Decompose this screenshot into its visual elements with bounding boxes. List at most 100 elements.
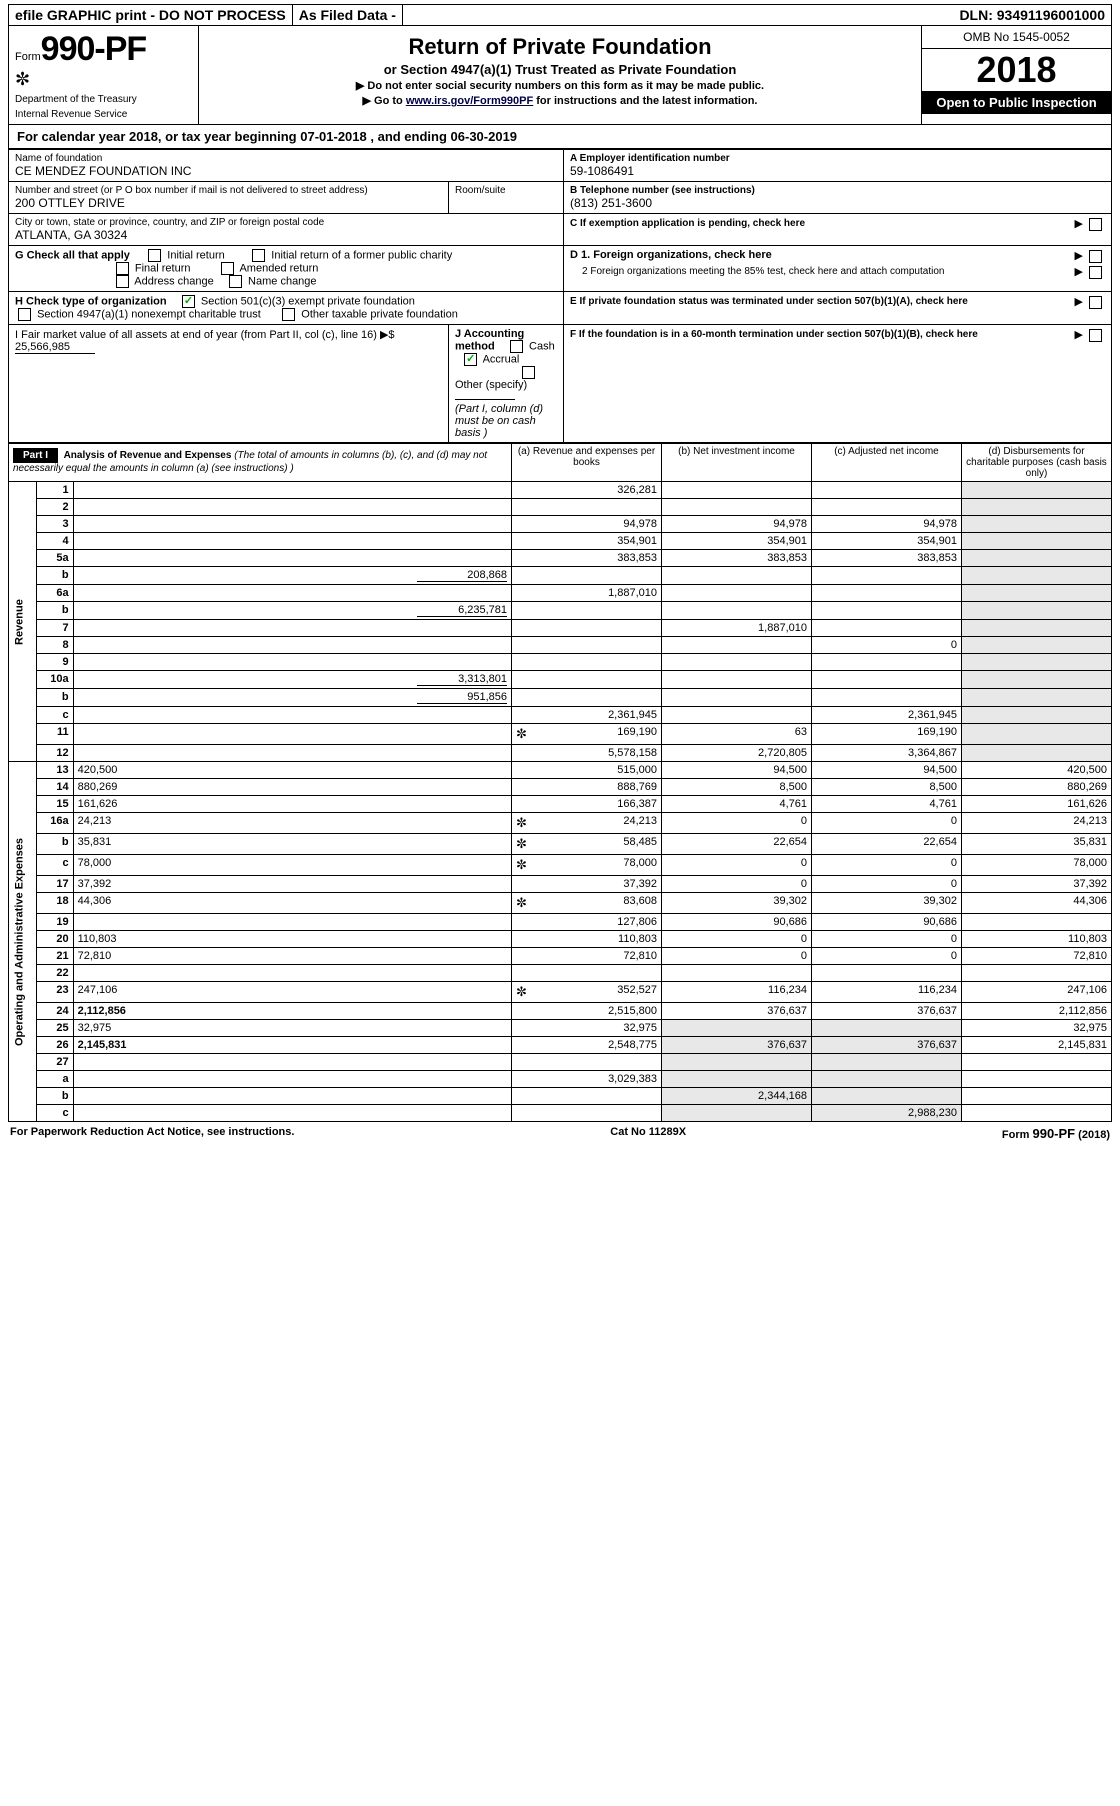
- box-e: E If private foundation status was termi…: [570, 296, 1025, 307]
- row-number: 24: [36, 1003, 73, 1020]
- chk-amended[interactable]: [221, 262, 234, 275]
- row-desc: 420,500: [73, 762, 511, 779]
- cell-d: [961, 914, 1111, 931]
- part1-heading: Analysis of Revenue and Expenses: [64, 450, 232, 461]
- attachment-icon[interactable]: ✼: [516, 895, 527, 911]
- table-row: 1737,39237,3920037,392: [9, 876, 1112, 893]
- row-number: b: [36, 834, 73, 855]
- chk-address-change[interactable]: [116, 275, 129, 288]
- cell-c: [811, 585, 961, 602]
- row-number: 1: [36, 482, 73, 499]
- ein-label: A Employer identification number: [570, 153, 1105, 164]
- inline-value: 3,313,801: [417, 673, 507, 686]
- box-c-checkbox[interactable]: [1089, 218, 1102, 231]
- attachment-icon[interactable]: ✼: [516, 836, 527, 852]
- row-number: 13: [36, 762, 73, 779]
- row-desc: [73, 637, 511, 654]
- row-number: b: [36, 689, 73, 707]
- cell-d: 247,106: [961, 982, 1111, 1003]
- cell-b: [662, 1071, 812, 1088]
- cell-d: 110,803: [961, 931, 1111, 948]
- cell-b: 22,654: [662, 834, 812, 855]
- calendar-year-line: For calendar year 2018, or tax year begi…: [8, 125, 1112, 149]
- tel-value: (813) 251-3600: [570, 196, 1105, 210]
- expenses-section-label: Operating and Administrative Expenses: [9, 762, 37, 1122]
- cell-c: [811, 1088, 961, 1105]
- cell-c: 383,853: [811, 550, 961, 567]
- cell-d: 420,500: [961, 762, 1111, 779]
- chk-other-method[interactable]: [522, 366, 535, 379]
- table-row: 2532,97532,97532,975: [9, 1020, 1112, 1037]
- chk-d1[interactable]: [1089, 250, 1102, 263]
- cell-c: 0: [811, 855, 961, 876]
- row-number: b: [36, 602, 73, 620]
- row-desc: [73, 620, 511, 637]
- table-row: 2172,81072,8100072,810: [9, 948, 1112, 965]
- table-row: 125,578,1582,720,8053,364,867: [9, 745, 1112, 762]
- row-number: c: [36, 1105, 73, 1122]
- chk-initial-former[interactable]: [252, 249, 265, 262]
- cell-c: 376,637: [811, 1037, 961, 1054]
- cell-b: 0: [662, 876, 812, 893]
- cell-b: 4,761: [662, 796, 812, 813]
- cell-b: 0: [662, 948, 812, 965]
- note-link: ▶ Go to www.irs.gov/Form990PF for instru…: [205, 94, 915, 107]
- header-left: Form990-PF ✼ Department of the Treasury …: [9, 26, 199, 124]
- cell-b: 376,637: [662, 1037, 812, 1054]
- cell-c: [811, 1071, 961, 1088]
- cell-b: [662, 1054, 812, 1071]
- row-number: 10a: [36, 671, 73, 689]
- attachment-icon[interactable]: ✼: [516, 815, 527, 831]
- chk-cash[interactable]: [510, 340, 523, 353]
- row-desc: 78,000: [73, 855, 511, 876]
- row-number: 9: [36, 654, 73, 671]
- attachment-icon[interactable]: ✼: [516, 726, 527, 742]
- chk-4947[interactable]: [18, 308, 31, 321]
- cell-b: 354,901: [662, 533, 812, 550]
- row-number: 17: [36, 876, 73, 893]
- chk-other-taxable[interactable]: [282, 308, 295, 321]
- table-row: 71,887,010: [9, 620, 1112, 637]
- row-number: c: [36, 855, 73, 876]
- attachment-icon[interactable]: ✼: [516, 984, 527, 1000]
- col-a-header: (a) Revenue and expenses per books: [512, 444, 662, 482]
- cell-d: [961, 499, 1111, 516]
- table-row: 14880,269888,7698,5008,500880,269: [9, 779, 1112, 796]
- chk-accrual[interactable]: [464, 353, 477, 366]
- cell-d: 2,112,856: [961, 1003, 1111, 1020]
- irs-link[interactable]: www.irs.gov/Form990PF: [406, 95, 533, 107]
- col-d-header: (d) Disbursements for charitable purpose…: [961, 444, 1111, 482]
- row-desc: 35,831: [73, 834, 511, 855]
- cell-c: 169,190: [811, 724, 961, 745]
- chk-e[interactable]: [1089, 296, 1102, 309]
- cell-c: 90,686: [811, 914, 961, 931]
- chk-initial-return[interactable]: [148, 249, 161, 262]
- row-number: 5a: [36, 550, 73, 567]
- row-desc: 6,235,781: [73, 602, 511, 620]
- chk-d2[interactable]: [1089, 266, 1102, 279]
- chk-name-change[interactable]: [229, 275, 242, 288]
- table-row: 6a1,887,010: [9, 585, 1112, 602]
- tel-label: B Telephone number (see instructions): [570, 185, 1105, 196]
- table-row: 10a 3,313,801: [9, 671, 1112, 689]
- cell-a: 1,887,010: [512, 585, 662, 602]
- revenue-section-label: Revenue: [9, 482, 37, 762]
- chk-final-return[interactable]: [116, 262, 129, 275]
- cell-c: [811, 602, 961, 620]
- cell-a: 383,853: [512, 550, 662, 567]
- cell-b: 94,978: [662, 516, 812, 533]
- cell-c: [811, 1020, 961, 1037]
- foundation-name: CE MENDEZ FOUNDATION INC: [15, 164, 557, 178]
- cell-b: 90,686: [662, 914, 812, 931]
- row-desc: [73, 533, 511, 550]
- attachment-icon[interactable]: ✼: [516, 857, 527, 873]
- row-desc: [73, 1105, 511, 1122]
- chk-501c3[interactable]: [182, 295, 195, 308]
- cell-c: 354,901: [811, 533, 961, 550]
- city-value: ATLANTA, GA 30324: [15, 228, 557, 242]
- cell-d: [961, 620, 1111, 637]
- chk-f[interactable]: [1089, 329, 1102, 342]
- cell-d: 2,145,831: [961, 1037, 1111, 1054]
- addr-value: 200 OTTLEY DRIVE: [15, 196, 442, 210]
- cell-b: [662, 689, 812, 707]
